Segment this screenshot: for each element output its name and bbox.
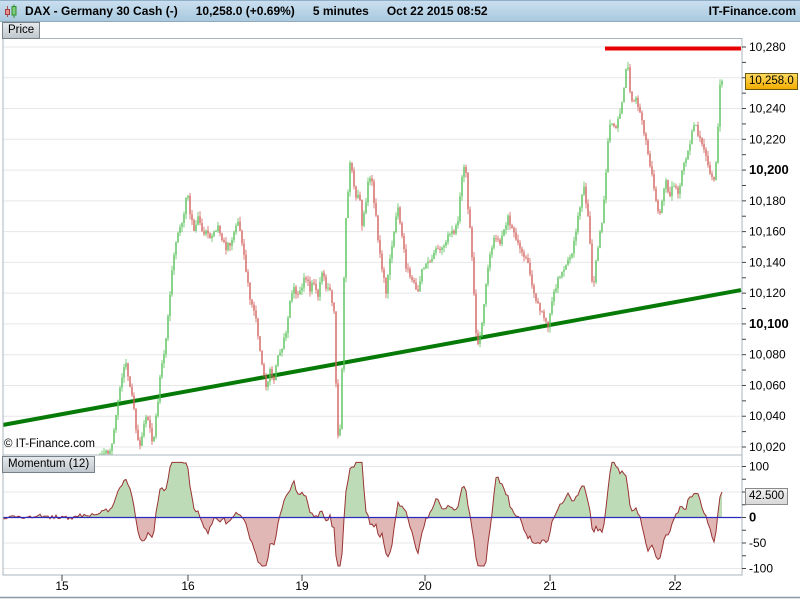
timeframe-label: 5 minutes — [312, 4, 369, 18]
svg-text:19: 19 — [295, 579, 309, 593]
svg-text:22: 22 — [668, 579, 682, 593]
svg-text:10,160: 10,160 — [749, 225, 786, 239]
last-price-and-change: 10,258.0 (+0.69%) — [196, 4, 295, 18]
svg-text:10,100: 10,100 — [749, 316, 789, 331]
price-axis: 10,280 10,240 10,220 10,200 10,180 10,160 10,1… — [742, 40, 789, 454]
price-gridlines — [3, 46, 742, 448]
svg-text:10,240: 10,240 — [749, 102, 786, 116]
tab-price[interactable]: Price — [2, 22, 41, 39]
title-bar: DAX - Germany 30 Cash (-) 10,258.0 (+0.6… — [0, 0, 800, 22]
svg-text:10,280: 10,280 — [749, 40, 786, 54]
chart-canvas[interactable]: 10,280 10,240 10,220 10,200 10,180 10,160 10,1… — [0, 22, 800, 600]
svg-text:15: 15 — [55, 579, 69, 593]
svg-text:10,140: 10,140 — [749, 255, 786, 269]
instrument-name: DAX - Germany 30 Cash (-) — [25, 4, 178, 18]
current-price-marker: 10,258.0 — [745, 73, 798, 90]
last-price: 10,258.0 — [195, 4, 243, 18]
svg-text:100: 100 — [749, 460, 769, 474]
copyright-watermark: © IT-Finance.com — [4, 438, 95, 450]
svg-text:0: 0 — [749, 510, 756, 525]
momentum-axis: 100 0 -50 -100 — [742, 460, 773, 576]
svg-text:10,040: 10,040 — [749, 409, 786, 423]
svg-text:10,060: 10,060 — [749, 378, 786, 392]
candlestick-icon — [4, 4, 19, 19]
svg-text:-50: -50 — [749, 536, 767, 550]
brand-label: IT-Finance.com — [708, 4, 796, 18]
trend-line[interactable] — [0, 288, 742, 427]
svg-text:10,080: 10,080 — [749, 348, 786, 362]
momentum-layer — [3, 461, 723, 567]
svg-text:10,200: 10,200 — [749, 162, 789, 177]
candles-layer — [99, 62, 723, 455]
svg-text:20: 20 — [418, 579, 432, 593]
svg-text:10,120: 10,120 — [749, 286, 786, 300]
current-momentum-marker: 42.500 — [745, 488, 789, 505]
time-axis: 15 16 19 20 21 22 — [55, 575, 682, 593]
svg-text:21: 21 — [543, 579, 557, 593]
datetime-label: Oct 22 2015 08:52 — [386, 4, 488, 18]
svg-text:10,220: 10,220 — [749, 132, 786, 146]
change-percent: (+0.69%) — [245, 4, 295, 18]
svg-text:10,020: 10,020 — [749, 440, 786, 454]
svg-text:-100: -100 — [749, 562, 773, 576]
svg-text:16: 16 — [181, 579, 195, 593]
tab-momentum[interactable]: Momentum (12) — [2, 456, 96, 473]
svg-text:10,180: 10,180 — [749, 194, 786, 208]
